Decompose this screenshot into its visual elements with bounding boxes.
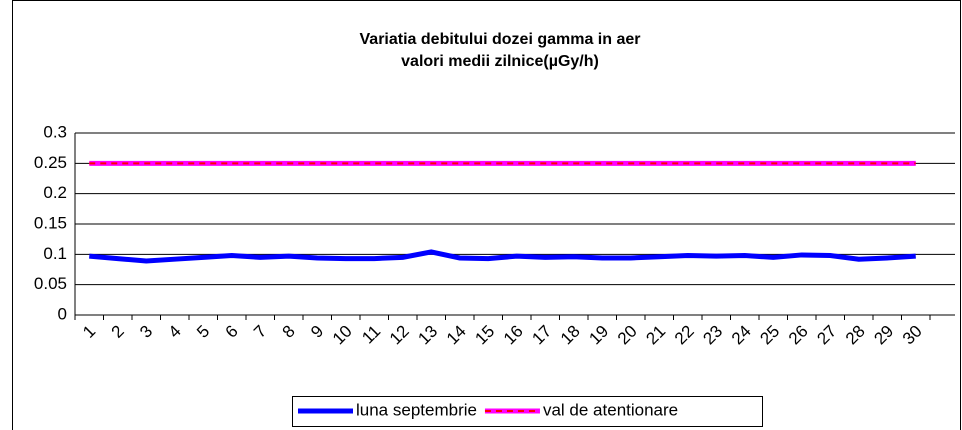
y-tick-label: 0.2 bbox=[43, 183, 67, 202]
chart-title: Variatia debitului dozei gamma in aer bbox=[360, 31, 641, 48]
y-tick-label: 0 bbox=[58, 304, 67, 323]
series-line bbox=[89, 249, 916, 264]
y-tick-label: 0.25 bbox=[34, 153, 67, 172]
chart-border bbox=[12, 0, 961, 430]
legend-label: val de atentionare bbox=[543, 400, 678, 419]
y-tick-label: 0.15 bbox=[34, 213, 67, 232]
y-tick-label: 0.05 bbox=[34, 274, 67, 293]
chart-subtitle: valori medii zilnice(µGy/h) bbox=[401, 53, 599, 70]
y-tick-label: 0.3 bbox=[43, 122, 67, 141]
y-tick-label: 0.1 bbox=[43, 244, 67, 263]
legend-label: luna septembrie bbox=[356, 400, 477, 419]
